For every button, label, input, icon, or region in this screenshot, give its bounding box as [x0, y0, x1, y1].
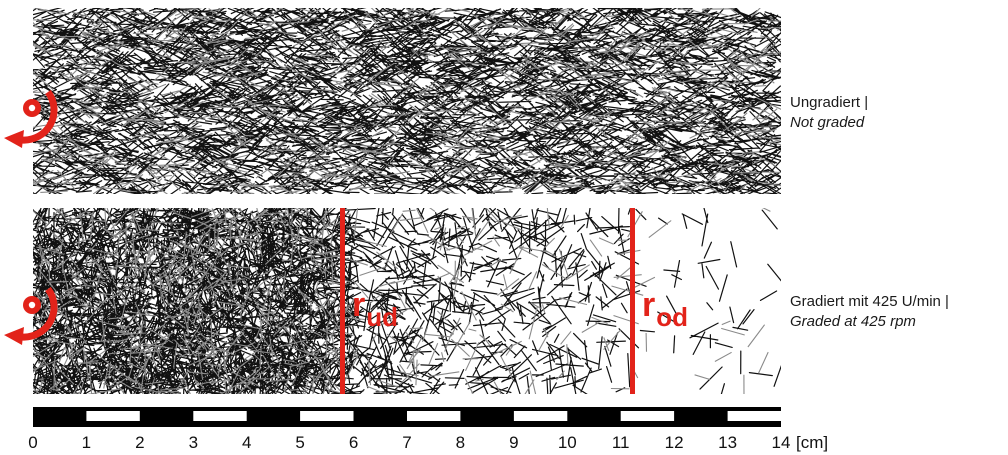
ungraded-fiber-image: [33, 8, 781, 194]
scale-bar-segment: [300, 411, 354, 421]
marker-label-ud: rud: [352, 286, 398, 332]
scale-bar-segment: [193, 411, 247, 421]
scale-bar-segment: [513, 411, 568, 421]
rotation-arrow-icon: [4, 286, 58, 345]
graded-label-en: Graded at 425 rpm: [790, 313, 916, 330]
scale-tick-label: 10: [557, 433, 577, 452]
scale-bar-segment: [620, 411, 675, 421]
scale-tick-label: 11: [611, 433, 630, 452]
marker-line-ud: [340, 208, 345, 394]
scale-unit: [cm]: [796, 433, 829, 452]
graded-fiber-texture: [33, 208, 781, 394]
scale-tick-label: 2: [135, 433, 145, 452]
marker-label-od: rod: [642, 286, 688, 332]
scale-tick-label: 12: [664, 433, 684, 452]
rotation-arrow-icon: [4, 89, 58, 148]
scale-bar-segment: [407, 411, 461, 421]
scale-tick-label: 4: [241, 433, 252, 452]
scale-bar-segment: [727, 411, 781, 421]
scale-tick-label: 8: [455, 433, 466, 452]
scale-tick-label: 0: [28, 433, 38, 452]
graded-fiber-image: [33, 208, 781, 394]
scale-tick-label: 13: [718, 433, 738, 452]
scale-tick-label: 14: [771, 433, 791, 452]
ungraded-fiber-texture: [33, 8, 781, 194]
scale-tick-label: 3: [188, 433, 199, 452]
graded-label: Gradiert mit 425 U/min | Graded at 425 r…: [790, 292, 949, 332]
scale-bar-segment: [86, 411, 140, 421]
marker-line-od: [630, 208, 635, 394]
graded-label-de: Gradiert mit 425 U/min |: [790, 293, 949, 310]
scale-tick-label: 1: [81, 433, 92, 452]
scale-bar: [33, 407, 781, 427]
ungraded-label: Ungradiert | Not graded: [790, 93, 868, 133]
scale-tick-label: 7: [402, 433, 412, 452]
ungraded-label-de: Ungradiert |: [790, 94, 869, 111]
scale-tick-label: 5: [295, 433, 305, 452]
scale-tick-label: 6: [348, 433, 359, 452]
ungraded-label-en: Not graded: [790, 114, 865, 131]
scale-tick-label: 9: [509, 433, 519, 452]
